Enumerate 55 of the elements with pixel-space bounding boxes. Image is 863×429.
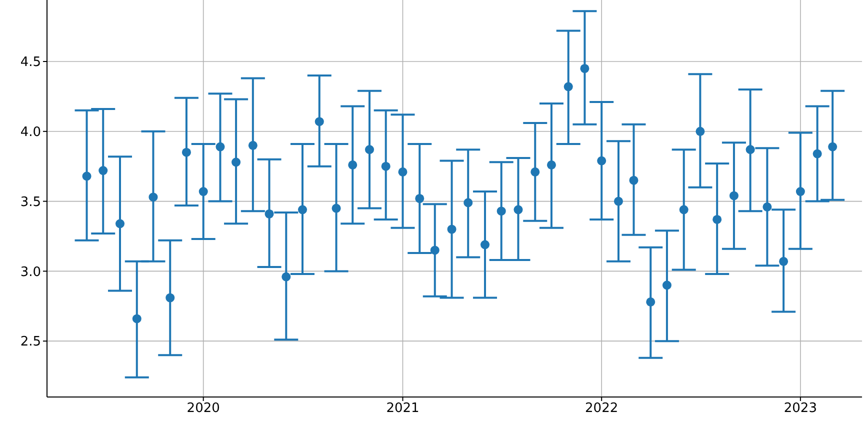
y-tick-label: 4.0 [20,125,41,140]
point [264,209,274,218]
point [332,204,341,213]
point [530,167,540,176]
point [365,145,374,154]
point [216,142,225,152]
point [248,140,258,150]
point [166,293,175,302]
y-tick-label: 4.5 [20,55,41,70]
point [415,194,424,204]
point [597,156,606,166]
x-tick-label: 2023 [784,401,817,416]
point [98,166,108,176]
point [148,192,158,202]
point [514,205,523,214]
point [496,206,506,216]
point [696,126,705,136]
point [580,64,590,73]
x-tick-label: 2020 [186,401,220,416]
point [82,172,92,181]
point [746,145,755,154]
point [115,219,125,228]
point [447,224,456,234]
point [679,205,688,214]
point [662,280,672,290]
y-tick-label: 2.5 [20,334,41,350]
point [812,149,822,158]
point [729,191,738,200]
point [314,117,324,126]
point [398,167,408,176]
point [646,297,656,306]
point [298,205,308,214]
point [232,158,241,167]
point [762,202,772,212]
point [464,198,473,208]
point [348,160,358,170]
point [828,142,838,152]
point [381,162,390,171]
y-tick-label: 3.0 [20,264,41,280]
point [629,176,638,185]
point [546,160,556,170]
point [779,256,788,266]
point [282,272,291,282]
x-tick-label: 2022 [585,401,618,416]
point [796,187,805,196]
y-tick-label: 3.5 [20,194,41,210]
point [132,314,142,324]
point [712,214,722,224]
point [564,82,573,92]
point [480,240,490,250]
point [614,196,623,206]
point [182,148,191,157]
point [430,246,440,255]
point [198,187,208,196]
x-tick-label: 2021 [386,401,420,416]
